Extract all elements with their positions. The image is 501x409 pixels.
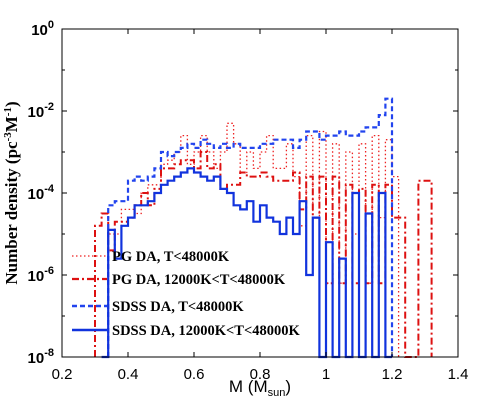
y-axis-title: Number density (pc-3M-1) — [2, 101, 21, 284]
x-tick-label: 0.2 — [52, 366, 73, 383]
series-line-0 — [107, 122, 400, 357]
series-line-1 — [94, 151, 433, 358]
y-tick-label: 10-8 — [28, 347, 54, 367]
legend: PG DA, T<48000K PG DA, 12000K<T<48000K S… — [72, 249, 300, 339]
y-tick-label: 100 — [31, 19, 54, 39]
y-tick-label: 10-6 — [28, 265, 54, 285]
y-axis-title-sup2: -1 — [2, 107, 14, 116]
x-axis-title-sub: sun — [268, 387, 286, 399]
y-axis-title-base: Number density (pc — [2, 141, 21, 285]
x-tick-label: 1 — [322, 366, 330, 383]
series-layer — [94, 97, 433, 359]
y-axis-title-close: ) — [2, 101, 21, 107]
legend-label-pg-hot: PG DA, 12000K<T<48000K — [112, 272, 286, 288]
y-axis-title-sup1: -3 — [2, 132, 14, 142]
x-axis-title-close: ) — [285, 377, 291, 396]
x-tick-label: 0.6 — [184, 366, 205, 383]
x-tick-label: 1.2 — [382, 366, 403, 383]
legend-label-sdss-all: SDSS DA, T<48000K — [112, 299, 244, 315]
x-axis-title-base: M (M — [229, 377, 268, 396]
y-tick-label: 10-2 — [28, 101, 54, 121]
series-line-3 — [101, 167, 392, 359]
legend-label-pg-all: PG DA, T<48000K — [112, 249, 230, 265]
y-axis-title-mid: M — [2, 116, 21, 132]
legend-item-sdss-hot: SDSS DA, 12000K<T<48000K — [72, 323, 300, 339]
series-line-2 — [107, 97, 394, 357]
legend-item-pg-hot: PG DA, 12000K<T<48000K — [72, 272, 286, 288]
y-tick-label: 10-4 — [28, 183, 55, 203]
x-axis-title: M (Msun) — [229, 377, 291, 399]
x-tick-label: 0.4 — [118, 366, 139, 383]
legend-item-pg-all: PG DA, T<48000K — [72, 249, 230, 265]
ticks-layer: 0.2 0.4 0.6 0.8 1 1.2 1.4 100 10-2 10-4 10-6 10-8 — [28, 19, 469, 383]
x-tick-label: 0.8 — [250, 366, 271, 383]
legend-item-sdss-all: SDSS DA, T<48000K — [72, 299, 244, 315]
x-tick-label: 1.4 — [448, 366, 469, 383]
legend-label-sdss-hot: SDSS DA, 12000K<T<48000K — [112, 323, 300, 339]
